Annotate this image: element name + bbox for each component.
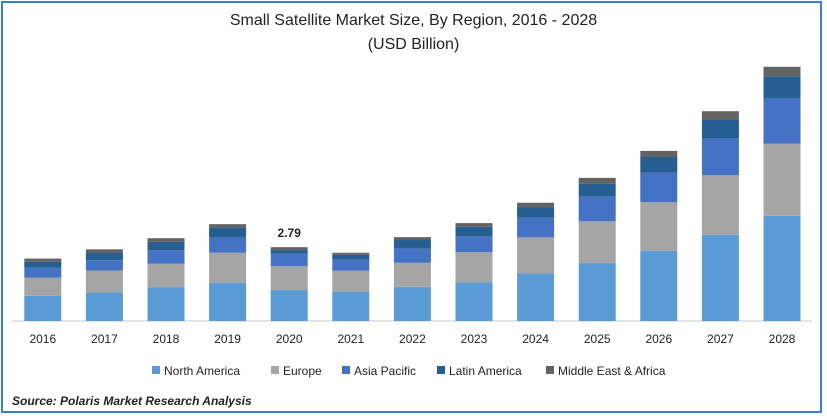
bar-segment-2021-latin-america [332,254,370,260]
x-tick-label-2023: 2023 [461,332,488,346]
x-tick-label-2021: 2021 [337,332,364,346]
bar-segment-2027-europe [701,175,739,235]
x-tick-label-2025: 2025 [584,332,611,346]
legend-label-asia-pacific: Asia Pacific [354,364,416,378]
bar-segment-2019-north-america [209,282,247,321]
bar-segment-2024-latin-america [517,207,555,218]
bar-segment-2024-middle-east-africa [517,202,555,208]
bar-segment-2019-middle-east-africa [209,224,247,228]
bar-segment-2020-north-america [270,290,308,321]
bar-segment-2026-latin-america [640,156,678,173]
bar-segment-2026-middle-east-africa [640,150,678,157]
bar-segment-2025-latin-america [578,183,616,197]
data-label-2020: 2.79 [278,226,302,240]
legend-label-latin-america: Latin America [449,364,522,378]
bar-segment-2018-middle-east-africa [147,238,185,242]
bar-segment-2017-latin-america [85,253,123,261]
bar-segment-2023-latin-america [455,226,493,237]
bar-segment-2023-asia-pacific [455,236,493,253]
x-tick-label-2017: 2017 [91,332,118,346]
bar-segment-2017-north-america [85,292,123,321]
chart-title: Small Satellite Market Size, By Region, … [229,12,598,29]
bar-segment-2018-north-america [147,287,185,321]
bar-segment-2028-asia-pacific [763,97,801,144]
bar-segment-2027-middle-east-africa [701,111,739,120]
chart-frame [1,1,822,413]
bar-segment-2026-north-america [640,250,678,321]
chart-subtitle: (USD Billion) [367,36,460,53]
bar-segment-2019-asia-pacific [209,237,247,253]
bar-segment-2020-europe [270,266,308,291]
x-tick-label-2028: 2028 [769,332,796,346]
bar-segment-2018-latin-america [147,241,185,251]
bar-segment-2021-middle-east-africa [332,252,370,255]
bar-segment-2017-middle-east-africa [85,249,123,254]
bar-segment-2018-europe [147,263,185,288]
bar-segment-2026-asia-pacific [640,172,678,203]
bar-segment-2021-north-america [332,291,370,321]
bar-segment-2017-asia-pacific [85,260,123,271]
bar-segment-2025-north-america [578,263,616,321]
bar-segment-2016-asia-pacific [24,267,62,278]
bar-segment-2025-asia-pacific [578,196,616,222]
legend-swatch-north-america [152,366,160,374]
bar-segment-2020-asia-pacific [270,253,308,267]
bar-segment-2019-latin-america [209,227,247,238]
bar-segment-2028-latin-america [763,76,801,98]
legend-swatch-asia-pacific [342,366,350,374]
bar-segment-2027-latin-america [701,119,739,139]
bar-segment-2018-asia-pacific [147,250,185,264]
bar-segment-2024-asia-pacific [517,217,555,238]
bar-segment-2022-asia-pacific [393,248,431,263]
legend-swatch-latin-america [437,366,445,374]
bar-segment-2016-latin-america [24,261,62,268]
x-tick-label-2027: 2027 [707,332,734,346]
bar-segment-2017-europe [85,270,123,293]
bar-segment-2016-north-america [24,295,62,321]
source-note: Source: Polaris Market Research Analysis [12,394,252,408]
bar-segment-2027-north-america [701,234,739,321]
bar-segment-2028-north-america [763,215,801,321]
bar-segment-2028-middle-east-africa [763,66,801,77]
bar-segment-2016-europe [24,277,62,296]
x-tick-label-2024: 2024 [522,332,549,346]
bar-segment-2023-europe [455,252,493,283]
bar-segment-2020-latin-america [270,250,308,254]
legend-swatch-europe [271,366,279,374]
bar-segment-2025-europe [578,221,616,264]
legend-label-middle-east-africa: Middle East & Africa [558,364,666,378]
x-tick-label-2019: 2019 [214,332,241,346]
bar-segment-2021-asia-pacific [332,259,370,271]
bar-segment-2024-north-america [517,273,555,321]
bar-segment-2022-north-america [393,286,431,321]
bar-segment-2025-middle-east-africa [578,177,616,184]
legend-swatch-middle-east-africa [546,366,554,374]
bar-segment-2028-europe [763,143,801,216]
bar-segment-2022-middle-east-africa [393,237,431,241]
bar-segment-2023-north-america [455,282,493,321]
x-tick-label-2016: 2016 [29,332,56,346]
bar-segment-2020-middle-east-africa [270,247,308,251]
bar-segment-2022-europe [393,262,431,287]
bar-segment-2024-europe [517,237,555,274]
x-tick-label-2020: 2020 [276,332,303,346]
x-tick-label-2022: 2022 [399,332,426,346]
bar-segment-2016-middle-east-africa [24,258,62,262]
x-tick-label-2018: 2018 [153,332,180,346]
bar-segment-2019-europe [209,252,247,283]
x-tick-label-2026: 2026 [645,332,672,346]
bar-segment-2021-europe [332,270,370,292]
legend-label-north-america: North America [164,364,240,378]
bar-segment-2023-middle-east-africa [455,223,493,227]
bar-segment-2027-asia-pacific [701,138,739,176]
legend-label-europe: Europe [283,364,322,378]
bar-segment-2022-latin-america [393,240,431,249]
bar-segment-2026-europe [640,202,678,251]
